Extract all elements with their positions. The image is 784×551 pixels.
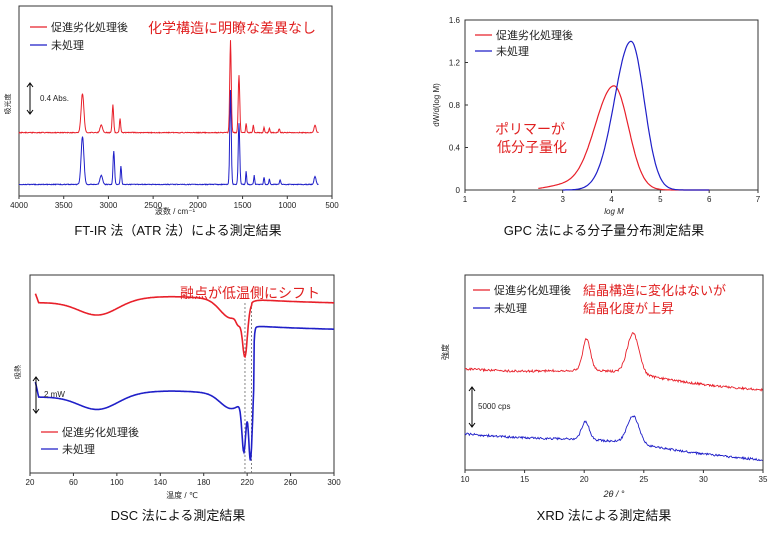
dsc-xtick-label: 100 [110, 478, 124, 487]
xrd-scalebar-arrows [468, 386, 476, 428]
gpc-xlabel: log M [604, 207, 624, 216]
dsc-scalebar-label: 2 mW [44, 390, 65, 399]
xrd-ylabel: 強度 [440, 344, 450, 360]
ftir-frame [18, 5, 333, 197]
dsc-series [34, 293, 334, 461]
dsc-ylabel: 吸熱 [13, 365, 22, 379]
ftir-scalebar-arrows [26, 82, 34, 115]
xrd-legend-treated: 促進劣化処理後 [494, 283, 571, 297]
gpc-xtick-label: 6 [707, 195, 712, 204]
ftir-scalebar-label: 0.4 Abs. [40, 94, 69, 103]
ftir-xtick-label: 1000 [278, 201, 296, 210]
gpc-panel: 1 2 3 4 5 6 7 0 0.4 0.8 1.2 1.6 log M dW/d(log M) 促… [432, 16, 761, 238]
dsc-legend-bg [36, 418, 156, 458]
dsc-x-ticks: 20 60 100 140 180 220 260 300 [26, 473, 341, 487]
xrd-legend-untreated: 未処理 [494, 302, 527, 315]
ftir-legend-treated: 促進劣化処理後 [51, 20, 128, 34]
xrd-xlabel: 2θ / ° [603, 489, 625, 499]
dsc-xtick-label: 180 [197, 478, 211, 487]
xrd-xtick-label: 15 [520, 475, 529, 484]
dsc-line-treated [34, 293, 334, 359]
ftir-xtick-label: 3000 [100, 201, 118, 210]
ftir-series [18, 40, 319, 186]
ftir-legend-untreated: 未処理 [51, 39, 84, 52]
gpc-ylabel: dW/d(log M) [432, 83, 441, 127]
gpc-xtick-label: 1 [463, 195, 468, 204]
dsc-frame [29, 274, 335, 474]
ftir-xtick-label: 2000 [189, 201, 207, 210]
gpc-xtick-label: 5 [658, 195, 663, 204]
gpc-annotation-line1: ポリマーが [495, 121, 565, 137]
gpc-ytick-label: 0.4 [449, 144, 461, 153]
gpc-xtick-label: 7 [756, 195, 761, 204]
xrd-panel: 10 15 20 25 30 35 2θ / ° 強度 5000 cps 促進劣化処理後 … [440, 274, 768, 523]
gpc-line-untreated [562, 40, 710, 191]
ftir-xtick-label: 2500 [144, 201, 162, 210]
dsc-panel: 20 60 100 140 180 220 260 300 温度 / ℃ 吸熱 2 mW 促進… [13, 274, 341, 523]
dsc-legend-untreated: 未処理 [62, 443, 95, 456]
xrd-annotation-line1: 結晶構造に変化はないが [583, 283, 726, 298]
gpc-legend-untreated: 未処理 [496, 45, 529, 58]
gpc-ytick-label: 0.8 [449, 101, 461, 110]
xrd-line-untreated [464, 415, 763, 462]
dsc-scalebar-arrows [32, 376, 40, 414]
xrd-scalebar-label: 5000 cps [478, 402, 510, 411]
gpc-ytick-label: 0 [456, 186, 461, 195]
gpc-ticks: 1 2 3 4 5 6 7 0 0.4 0.8 1.2 1.6 [449, 16, 761, 204]
xrd-line-treated [464, 332, 763, 392]
ftir-annotation: 化学構造に明瞭な差異なし [148, 20, 316, 36]
gpc-series [538, 40, 710, 191]
dsc-xtick-label: 300 [327, 478, 341, 487]
ftir-xlabel: 波数 / cm⁻¹ [155, 206, 196, 216]
xrd-xtick-label: 35 [759, 475, 768, 484]
dsc-annotation: 融点が低温側にシフト [180, 285, 320, 301]
dsc-xtick-label: 220 [240, 478, 254, 487]
gpc-caption: GPC 法による分子量分布測定結果 [504, 223, 704, 238]
ftir-caption: FT-IR 法（ATR 法）による測定結果 [74, 223, 281, 238]
xrd-series [464, 332, 763, 462]
xrd-xtick-label: 20 [580, 475, 589, 484]
dsc-line-untreated [34, 325, 334, 461]
gpc-annotation-line2: 低分子量化 [497, 139, 567, 155]
dsc-xtick-label: 60 [69, 478, 78, 487]
ftir-ylabel: 吸光度 [3, 94, 12, 115]
xrd-frame [464, 274, 764, 471]
xrd-xtick-label: 30 [699, 475, 708, 484]
xrd-annotation-line2: 結晶化度が上昇 [583, 301, 674, 316]
ftir-xtick-label: 500 [325, 201, 339, 210]
gpc-ytick-label: 1.6 [449, 16, 461, 25]
ftir-xtick-label: 1500 [234, 201, 252, 210]
ftir-x-ticks: 4000 3500 3000 2500 2000 1500 1000 500 [10, 196, 339, 210]
gpc-legend-treated: 促進劣化処理後 [496, 28, 573, 42]
ftir-xtick-label: 3500 [55, 201, 73, 210]
ftir-xtick-label: 4000 [10, 201, 28, 210]
dsc-xtick-label: 260 [284, 478, 298, 487]
xrd-xtick-label: 25 [639, 475, 648, 484]
gpc-ytick-label: 1.2 [449, 59, 461, 68]
dsc-xlabel: 温度 / ℃ [166, 490, 198, 500]
xrd-xtick-label: 10 [461, 475, 470, 484]
gpc-xtick-label: 3 [560, 195, 565, 204]
ftir-line-treated [18, 40, 319, 134]
ftir-line-untreated [18, 89, 319, 186]
gpc-xtick-label: 4 [609, 195, 614, 204]
dsc-xtick-label: 140 [154, 478, 168, 487]
xrd-x-ticks: 10 15 20 25 30 35 [461, 470, 768, 484]
gpc-xtick-label: 2 [512, 195, 517, 204]
dsc-legend-treated: 促進劣化処理後 [62, 425, 139, 439]
dsc-caption: DSC 法による測定結果 [111, 508, 246, 523]
dsc-xtick-label: 20 [26, 478, 35, 487]
ftir-panel: 4000 3500 3000 2500 2000 1500 1000 500 波数 / cm⁻… [3, 5, 339, 238]
gpc-line-treated [538, 85, 710, 191]
xrd-caption: XRD 法による測定結果 [537, 508, 672, 523]
